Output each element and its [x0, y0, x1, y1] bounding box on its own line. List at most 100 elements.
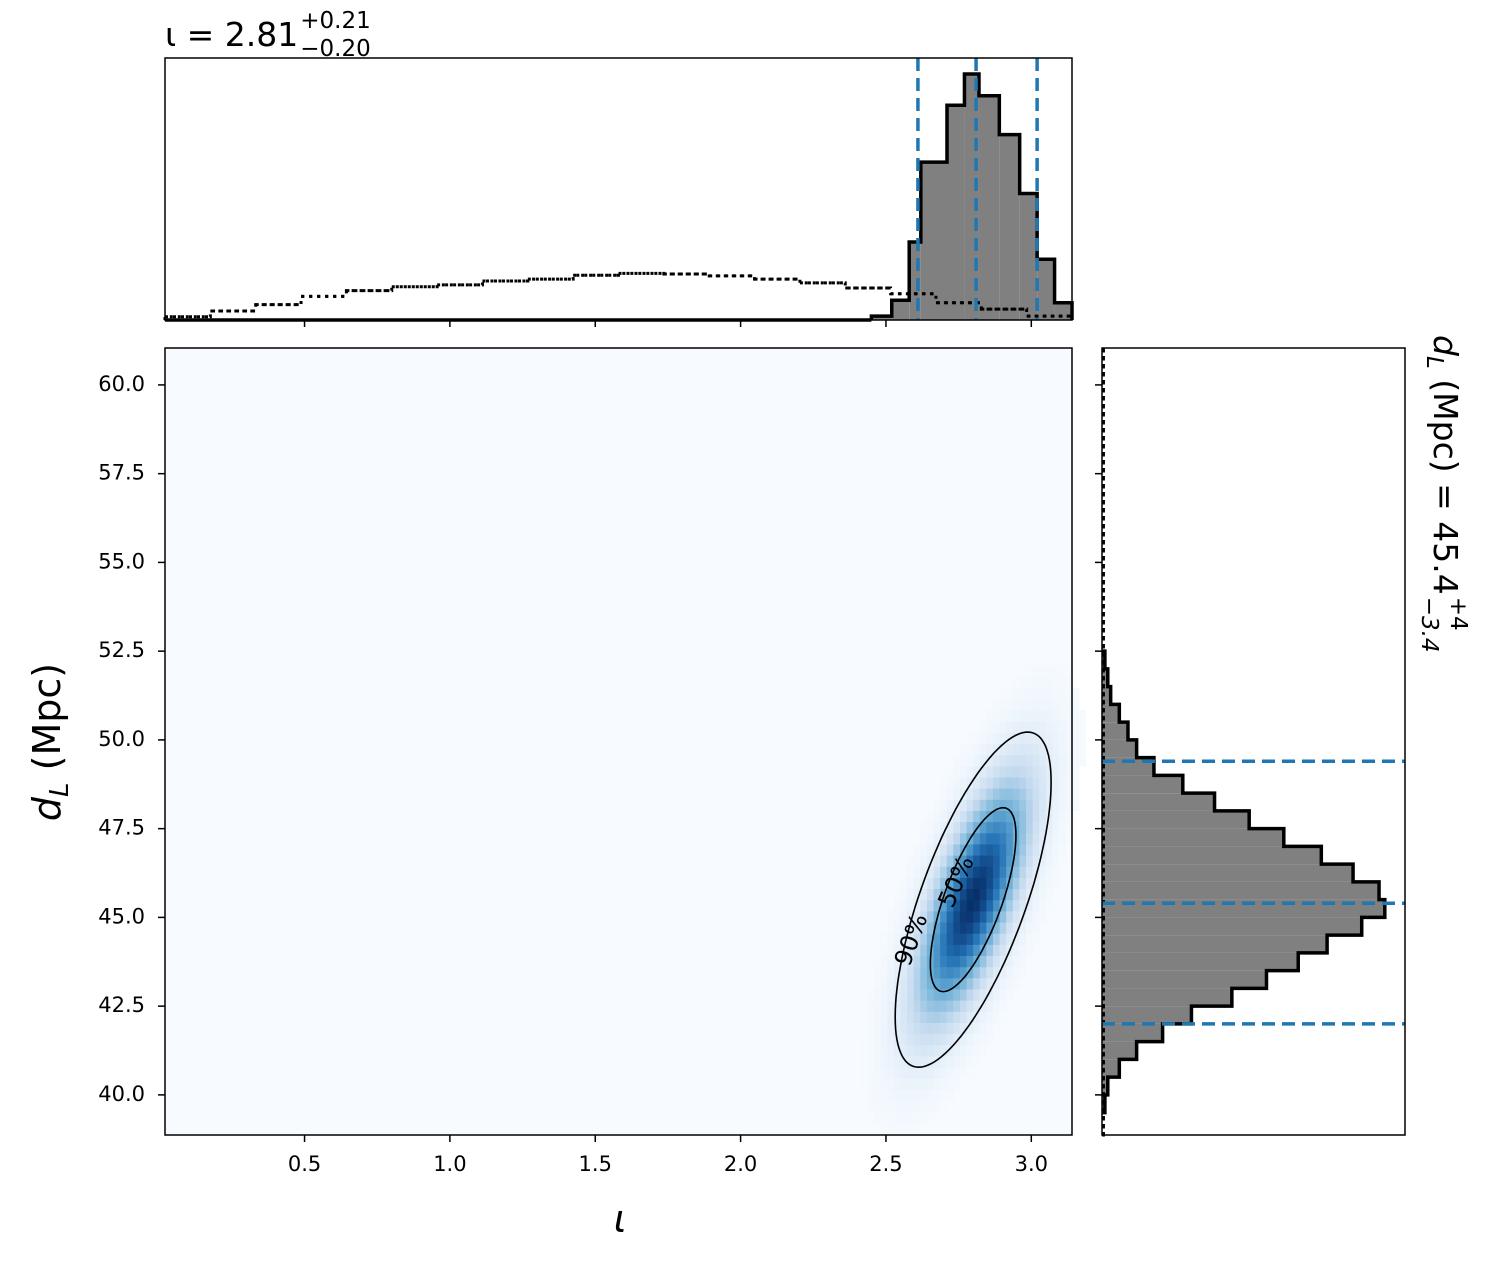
density-cell — [986, 799, 994, 811]
density-cell — [979, 721, 987, 733]
density-cell — [893, 888, 902, 901]
density-cell — [992, 966, 1001, 979]
density-cell — [1045, 810, 1054, 823]
density-cell — [986, 977, 994, 990]
density-cell — [966, 754, 974, 767]
density-cell — [940, 899, 948, 912]
density-cell — [907, 899, 915, 912]
density-cell — [887, 1111, 895, 1124]
density-cell — [913, 1000, 921, 1012]
density-cell — [1012, 810, 1021, 823]
density-cell — [1059, 843, 1067, 856]
density-cell — [900, 988, 908, 1001]
density-cell — [992, 799, 1001, 811]
density-cell — [940, 832, 948, 845]
density-cell — [966, 977, 974, 990]
density-cell — [1019, 698, 1027, 711]
density-cell — [946, 1089, 954, 1102]
density-cell — [966, 843, 974, 856]
density-cell — [953, 910, 961, 923]
density-cell — [959, 966, 968, 979]
x-tick-label: 0.5 — [288, 1152, 321, 1176]
y-tick-label: 50.0 — [98, 727, 145, 751]
density-cell — [1078, 743, 1087, 756]
density-cell — [1012, 676, 1021, 689]
density-cell — [992, 788, 1001, 800]
density-cell — [1045, 709, 1054, 722]
density-cell — [900, 1055, 908, 1068]
density-cell — [946, 933, 954, 945]
density-cell — [880, 988, 888, 1001]
density-cell — [973, 1033, 981, 1046]
density-cell — [1026, 776, 1034, 789]
density-cell — [973, 788, 981, 800]
density-cell — [1006, 721, 1014, 733]
density-cell — [1059, 788, 1067, 800]
density-cell — [1026, 810, 1034, 823]
density-cell — [926, 1100, 935, 1113]
density-cell — [966, 866, 974, 878]
density-cell — [979, 1011, 987, 1023]
density-cell — [893, 1055, 902, 1068]
density-cell — [1052, 799, 1060, 811]
hist-bar — [1102, 739, 1137, 758]
density-cell — [979, 955, 987, 968]
density-cell — [887, 966, 895, 979]
density-cell — [907, 910, 915, 923]
density-cell — [1072, 709, 1080, 722]
density-cell — [920, 855, 928, 867]
density-cell — [920, 843, 928, 856]
density-cell — [893, 955, 902, 968]
density-cell — [999, 709, 1007, 722]
density-cell — [986, 732, 994, 745]
density-cell — [999, 765, 1007, 778]
hist-bar — [1102, 686, 1111, 705]
density-cell — [973, 966, 981, 979]
density-cell — [1052, 687, 1060, 700]
y-tick-label: 45.0 — [98, 904, 145, 928]
density-cell — [1012, 888, 1021, 901]
density-cell — [986, 866, 994, 878]
density-cell — [1032, 843, 1040, 856]
density-cell — [1019, 776, 1027, 789]
density-cell — [893, 1111, 902, 1124]
density-cell — [1006, 988, 1014, 1001]
density-cell — [1065, 732, 1073, 745]
density-cell — [979, 743, 987, 756]
density-cell — [900, 1033, 908, 1046]
density-cell — [953, 866, 961, 878]
density-cell — [999, 843, 1007, 856]
density-cell — [999, 1011, 1007, 1023]
density-cell — [953, 955, 961, 968]
density-cell — [959, 1055, 968, 1068]
density-cell — [1039, 899, 1047, 912]
density-cell — [1045, 765, 1054, 778]
density-cell — [887, 1066, 895, 1079]
density-cell — [973, 866, 981, 878]
density-cell — [907, 977, 915, 990]
density-cell — [1072, 721, 1080, 733]
density-cell — [1019, 832, 1027, 845]
density-cell — [874, 955, 882, 968]
density-cell — [880, 966, 888, 979]
density-cell — [926, 1022, 935, 1035]
density-cell — [979, 810, 987, 823]
density-cell — [1006, 687, 1014, 700]
density-cell — [1039, 687, 1047, 700]
density-cell — [1065, 721, 1073, 733]
density-cell — [1052, 810, 1060, 823]
density-cell — [986, 921, 994, 934]
density-cell — [946, 843, 954, 856]
density-cell — [1039, 832, 1047, 845]
density-cell — [953, 754, 961, 767]
density-cell — [926, 843, 935, 856]
hist-bar — [1102, 988, 1232, 1007]
density-cell — [920, 910, 928, 923]
density-cell — [913, 866, 921, 878]
density-cell — [933, 1044, 941, 1057]
density-cell — [913, 888, 921, 901]
density-cell — [874, 988, 882, 1001]
density-cell — [1052, 843, 1060, 856]
density-cell — [887, 955, 895, 968]
density-cell — [940, 955, 948, 968]
